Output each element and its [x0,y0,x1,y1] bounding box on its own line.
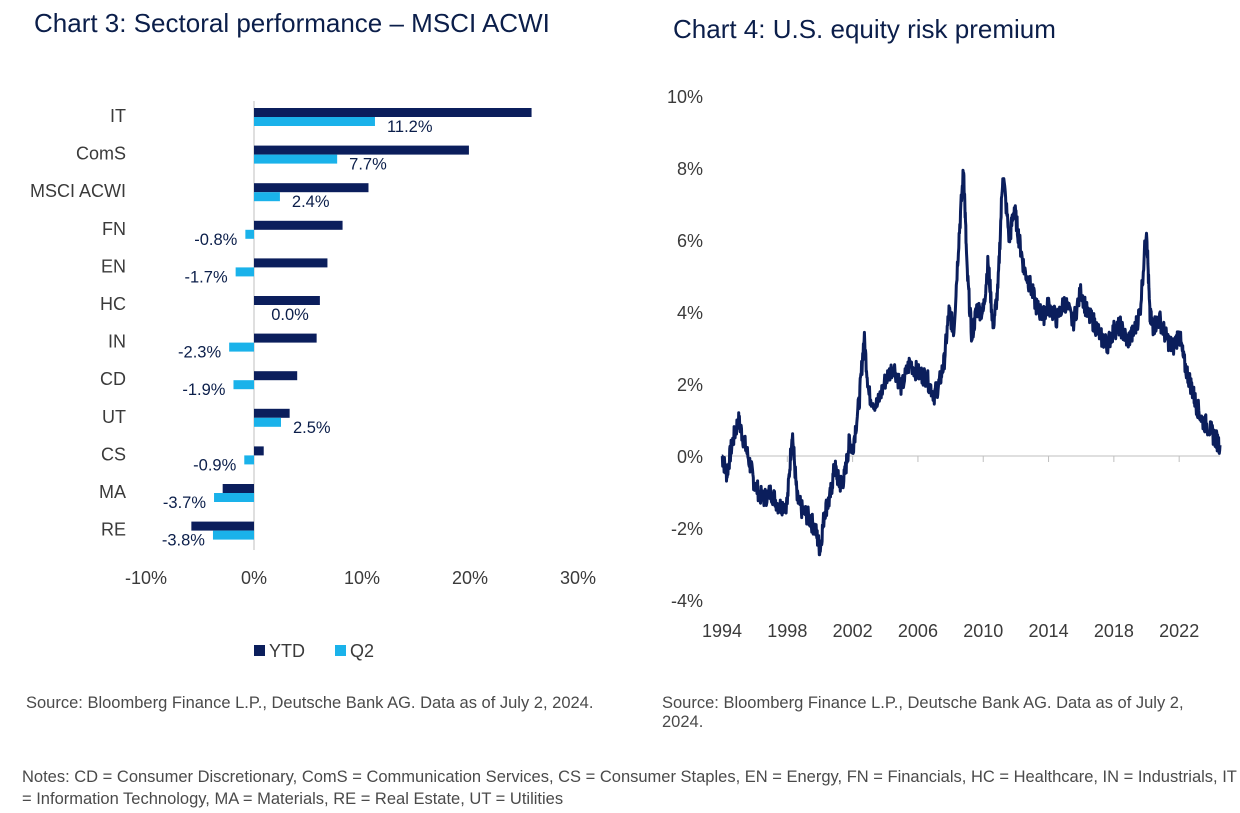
bar-q2-2 [254,192,280,202]
bar-q2-0 [254,117,375,126]
category-label-10: MA [99,482,126,502]
bar-q2-6 [229,342,254,352]
bar-q2-11 [212,530,254,540]
bar-q2-7 [233,380,254,390]
bar-ytd-10 [222,484,254,493]
x-tick-0: -10% [125,568,167,588]
x-tick-7: 2022 [1159,621,1199,641]
notes: Notes: CD = Consumer Discretionary, ComS… [22,768,1237,808]
data-label-q2-4: -1.7% [185,268,228,286]
bar-ytd-7 [254,371,298,381]
chart3-source: Source: Bloomberg Finance L.P., Deutsche… [26,694,594,712]
bar-q2-3 [245,229,254,239]
category-label-6: IN [108,332,126,352]
data-label-q2-6: -2.3% [178,344,221,362]
chart4-source: Source: Bloomberg Finance L.P., Deutsche… [662,694,1184,731]
category-label-0: IT [110,106,126,126]
category-label-2: MSCI ACWI [30,181,126,201]
data-label-q2-2: 2.4% [292,193,330,211]
data-label-q2-3: -0.8% [194,231,237,249]
legend-swatch-1 [335,645,346,656]
bar-ytd-0 [254,108,532,117]
data-label-q2-1: 7.7% [349,156,387,174]
y-tick-5: 6% [677,231,703,251]
category-label-5: HC [100,294,126,314]
bar-ytd-6 [254,333,317,343]
data-label-q2-9: -0.9% [193,456,236,474]
bar-ytd-3 [254,220,343,230]
bar-ytd-2 [254,183,369,193]
data-label-q2-5: 0.0% [271,306,309,324]
x-tick-1: 1998 [767,621,807,641]
data-label-q2-10: -3.7% [163,494,206,512]
bar-ytd-4 [254,258,328,268]
bar-ytd-8 [254,408,290,418]
series-line-equity-risk-premium [720,168,1222,557]
legend-label-1: Q2 [350,641,374,661]
data-label-q2-8: 2.5% [293,419,331,437]
y-tick-2: 0% [677,447,703,467]
chart3-title: Chart 3: Sectoral performance – MSCI ACW… [34,8,550,38]
chart3-bar-chart: IT 11.2% ComS 7.7% MSCI ACWI 2.4% FN -0.8% EN -1.… [30,101,596,661]
bar-q2-1 [254,154,338,164]
bar-ytd-5 [254,296,320,305]
category-label-9: CS [101,444,126,464]
category-label-11: RE [101,520,126,540]
y-tick-0: -4% [671,591,703,611]
y-tick-3: 2% [677,375,703,395]
y-tick-7: 10% [667,87,703,107]
data-label-q2-0: 11.2% [387,118,433,136]
chart4-line-chart: -4% -2% 0% 2% 4% 6% 8% 10% 1994 1998 2002 2006 2010 2… [667,87,1222,641]
legend-swatch-0 [254,645,265,656]
bar-q2-9 [244,455,254,465]
x-tick-6: 2018 [1094,621,1134,641]
x-tick-0: 1994 [702,621,742,641]
category-label-3: FN [102,219,126,239]
x-tick-1: 0% [241,568,267,588]
x-tick-3: 2006 [898,621,938,641]
x-tick-3: 20% [452,568,488,588]
y-tick-1: -2% [671,519,703,539]
chart4-title: Chart 4: U.S. equity risk premium [673,14,1056,44]
bar-ytd-9 [254,446,264,456]
x-tick-5: 2014 [1029,621,1069,641]
x-tick-2: 10% [344,568,380,588]
bar-ytd-1 [254,145,469,155]
x-tick-4: 2010 [963,621,1003,641]
x-tick-2: 2002 [833,621,873,641]
legend-label-0: YTD [269,641,305,661]
y-tick-4: 4% [677,303,703,323]
category-label-7: CD [100,369,126,389]
bar-q2-8 [254,417,281,427]
y-tick-6: 8% [677,159,703,179]
category-label-4: EN [101,256,126,276]
bar-ytd-11 [191,521,254,531]
category-label-8: UT [102,407,126,427]
data-label-q2-7: -1.9% [182,381,225,399]
data-label-q2-11: -3.8% [162,532,205,550]
bar-q2-4 [235,267,254,277]
x-tick-4: 30% [560,568,596,588]
bar-q2-10 [214,493,254,502]
category-label-1: ComS [76,144,126,164]
